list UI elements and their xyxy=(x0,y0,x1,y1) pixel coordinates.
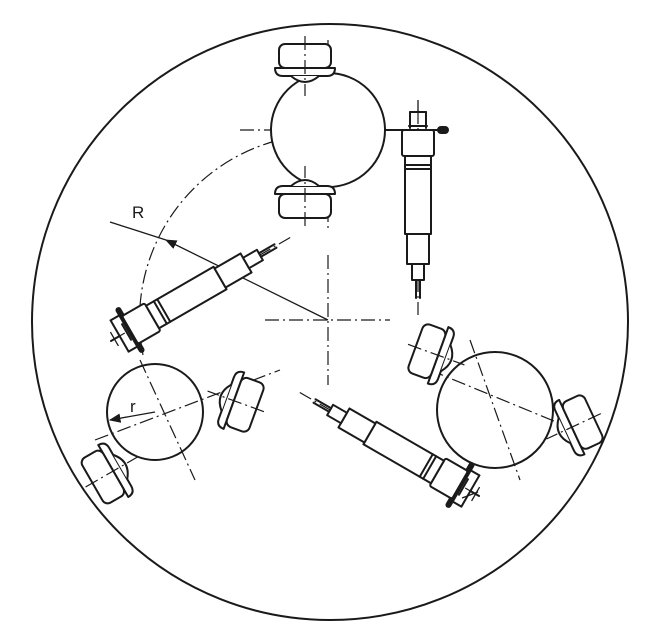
left-assembly: r xyxy=(69,222,300,514)
radius-label-r: r xyxy=(130,397,136,416)
radius-r-dimension: R xyxy=(109,203,329,321)
outer-circle xyxy=(31,23,629,621)
radius-label-R: R xyxy=(132,203,144,222)
top-assembly xyxy=(240,35,449,316)
center-mark xyxy=(265,255,390,385)
right-assembly xyxy=(290,315,615,520)
